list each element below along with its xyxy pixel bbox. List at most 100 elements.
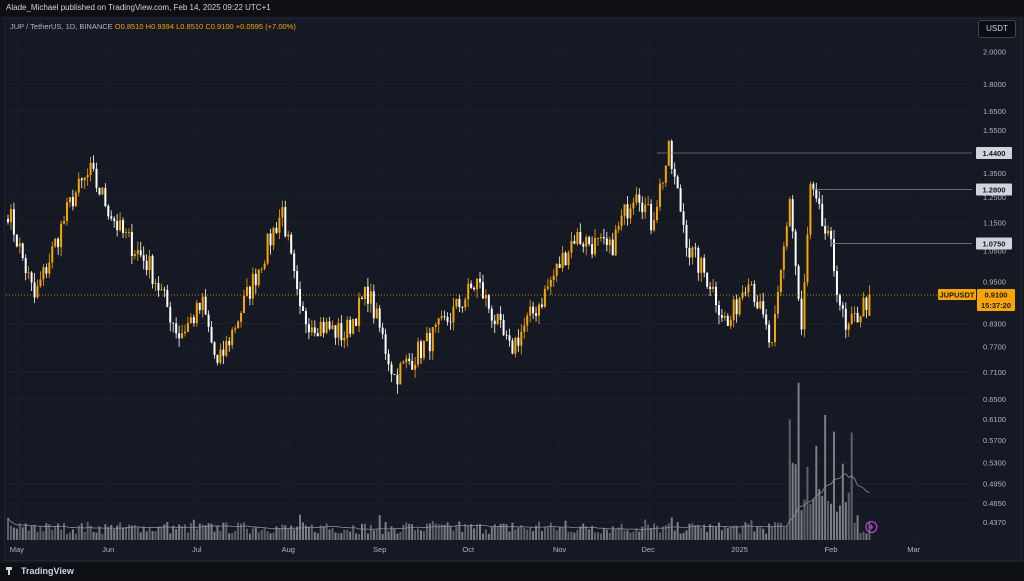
volume-bar xyxy=(797,382,800,540)
volume-bar xyxy=(779,522,782,540)
candle-body xyxy=(747,284,750,293)
candle-body xyxy=(543,288,546,307)
candle-body xyxy=(803,282,806,330)
candle-body xyxy=(186,323,189,332)
candle-body xyxy=(74,192,77,207)
candle-body xyxy=(797,265,800,299)
time-tick-label: Mar xyxy=(907,545,920,554)
candlestick-chart[interactable]: 2.0000 1.8000 1.6500 1.5500 1.3500 1.2500 1.15… xyxy=(0,0,1024,563)
candle-body xyxy=(750,284,753,285)
volume-bar xyxy=(594,532,597,540)
volume-bar xyxy=(63,522,66,540)
candle-body xyxy=(116,220,119,231)
tradingview-logo[interactable]: TradingView xyxy=(6,566,74,576)
volume-bar xyxy=(555,530,558,540)
volume-bar xyxy=(422,530,425,540)
volume-bar xyxy=(198,523,201,540)
volume-bar xyxy=(706,531,709,540)
level-badge xyxy=(976,183,1012,196)
candle-body xyxy=(753,284,756,303)
candle-body xyxy=(806,234,809,283)
price-tick-label: 2.0000 xyxy=(983,47,1006,56)
candle-body xyxy=(844,308,847,330)
candle-body xyxy=(461,307,464,308)
candle-body xyxy=(290,234,293,254)
volume-bar xyxy=(812,498,815,540)
volume-bar xyxy=(48,524,51,540)
events-icon[interactable] xyxy=(865,521,878,533)
candle-body xyxy=(358,297,361,326)
volume-bar xyxy=(378,515,381,540)
volume-bar xyxy=(387,531,390,540)
volume-bar xyxy=(833,431,835,540)
volume-bar xyxy=(189,522,192,540)
volume-bar xyxy=(774,522,776,540)
volume-bar xyxy=(269,533,272,540)
volume-bar xyxy=(51,529,54,540)
volume-bar xyxy=(57,523,60,540)
candle-body xyxy=(225,340,228,356)
volume-bar xyxy=(768,523,771,540)
volume-bar xyxy=(452,530,455,540)
volume-bar xyxy=(440,524,443,540)
candle-body xyxy=(302,306,304,311)
candle-body xyxy=(741,292,744,298)
candle-body xyxy=(529,306,532,316)
volume-bar xyxy=(850,432,853,540)
volume-bar xyxy=(414,530,417,540)
candle-body xyxy=(464,299,467,308)
candle-body xyxy=(343,338,346,341)
volume-bar xyxy=(676,522,679,540)
time-tick-label: May xyxy=(10,545,24,554)
volume-bar xyxy=(844,502,847,540)
candle-body xyxy=(390,364,393,375)
candle-body xyxy=(228,340,231,346)
volume-bar xyxy=(325,523,328,540)
candle-body xyxy=(620,215,623,227)
candle-body xyxy=(30,272,33,283)
volume-bar xyxy=(667,523,670,540)
candle-body xyxy=(664,165,667,183)
volume-bar xyxy=(310,524,313,540)
candle-body xyxy=(139,250,142,256)
candle-body xyxy=(673,168,676,177)
volume-bar xyxy=(505,524,508,540)
level-label: 1.0750 xyxy=(983,239,1006,248)
price-tick-label: 1.5500 xyxy=(983,126,1006,135)
volume-bar xyxy=(576,529,579,540)
candle-body xyxy=(717,305,720,316)
candle-body xyxy=(523,325,526,332)
candle-body xyxy=(355,318,358,326)
volume-bar xyxy=(511,522,514,540)
candle-body xyxy=(511,340,514,354)
volume-bar xyxy=(717,522,720,540)
candle-body xyxy=(585,237,588,247)
volume-bar xyxy=(847,492,850,540)
candle-body xyxy=(771,342,774,343)
candle-body xyxy=(632,202,635,209)
candle-body xyxy=(304,310,307,325)
volume-bar xyxy=(154,531,157,540)
volume-bar xyxy=(650,528,653,540)
volume-bar xyxy=(720,530,723,540)
volume-bar xyxy=(68,532,71,540)
volume-bar xyxy=(700,527,703,540)
candle-body xyxy=(157,282,160,291)
candle-body xyxy=(381,327,384,335)
volume-bar xyxy=(66,533,68,540)
volume-bar xyxy=(726,527,729,540)
volume-bar xyxy=(564,520,567,540)
price-tick-label: 0.8300 xyxy=(983,319,1006,328)
candle-body xyxy=(785,226,788,247)
volume-bar xyxy=(446,522,449,540)
candle-body xyxy=(9,209,12,223)
volume-bar xyxy=(540,530,543,540)
volume-bar xyxy=(119,522,122,540)
volume-bar xyxy=(408,523,411,540)
candle-body xyxy=(248,286,251,299)
candle-body xyxy=(779,269,782,293)
candle-body xyxy=(21,243,24,259)
volume-bar xyxy=(567,532,570,540)
currency-button[interactable]: USDT xyxy=(978,20,1016,38)
candle-body xyxy=(791,199,794,232)
